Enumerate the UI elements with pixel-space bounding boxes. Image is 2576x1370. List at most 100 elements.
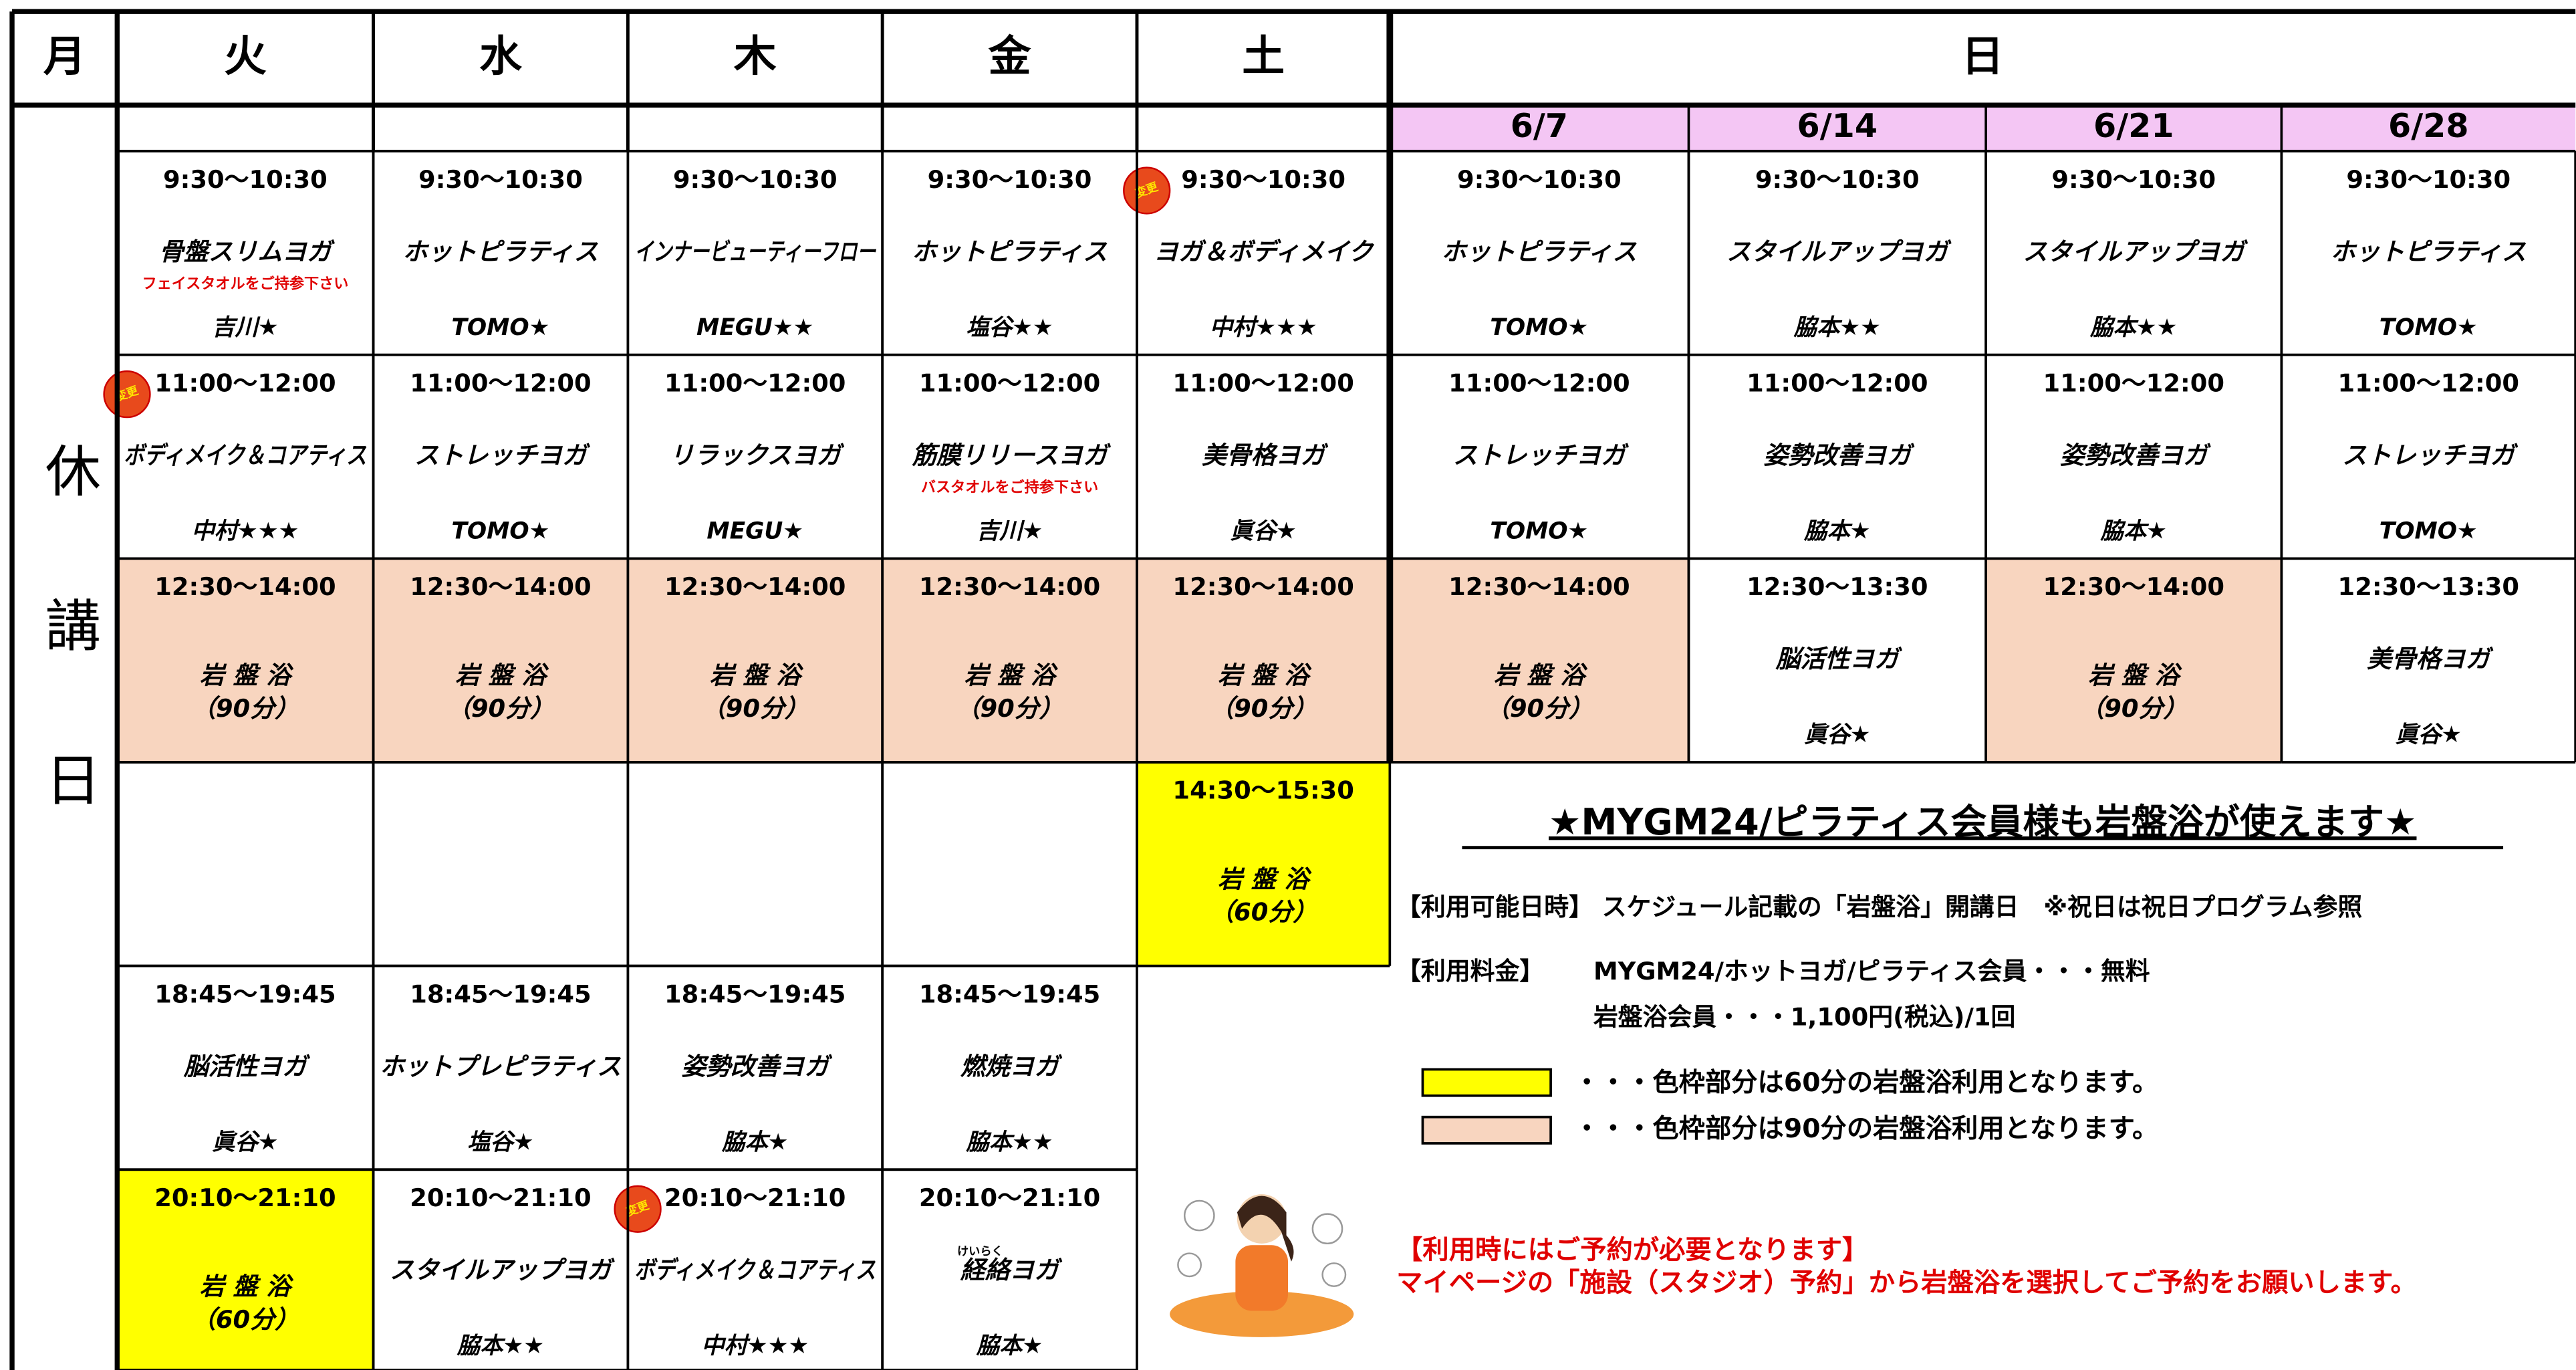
class-name: 姿勢改善ヨガ (681, 1052, 832, 1080)
class-time: 9:30〜10:30 (1755, 165, 1920, 194)
instructor: 吉川★ (212, 314, 279, 341)
class-name: スタイルアップヨガ (390, 1256, 615, 1284)
duration: （90分） (956, 694, 1064, 723)
instructor: TOMO★ (1490, 518, 1588, 545)
instructor: 中村★★★ (1210, 314, 1317, 341)
instructor: 脇本★★ (2089, 314, 2177, 341)
instructor: 眞谷★ (1230, 518, 1297, 545)
day-header: 火 (224, 32, 267, 82)
cell-highlight (882, 558, 1137, 762)
change-badge (1123, 166, 1171, 215)
duration: （90分） (1485, 694, 1593, 723)
class-time: 9:30〜10:30 (2051, 165, 2216, 194)
instructor: TOMO★ (2379, 518, 2478, 545)
class-time: 20:10〜21:10 (154, 1183, 336, 1212)
instructor: 脇本★★ (965, 1129, 1053, 1155)
class-name: ストレッチヨガ (414, 441, 590, 470)
class-time: 11:00〜12:00 (410, 368, 591, 397)
instructor: 塩谷★ (467, 1129, 534, 1155)
cell-highlight (1390, 558, 1689, 762)
class-time: 11:00〜12:00 (664, 368, 846, 397)
instructor: 吉川★ (977, 518, 1043, 545)
class-time: 12:30〜13:30 (2338, 572, 2519, 601)
class-time: 20:10〜21:10 (410, 1183, 591, 1212)
class-time: 11:00〜12:00 (919, 368, 1100, 397)
class-note: バスタオルをご持参下さい (921, 479, 1098, 496)
instructor: TOMO★ (2379, 314, 2478, 341)
class-name: ボディメイク＆コアティス (634, 1256, 876, 1284)
class-name: 美骨格ヨガ (1202, 441, 1328, 470)
class-time: 18:45〜19:45 (154, 980, 336, 1008)
class-time: 11:00〜12:00 (2043, 368, 2224, 397)
yoga-illustration (1170, 1194, 1354, 1337)
class-time: 12:30〜14:00 (919, 572, 1100, 601)
class-name: ホットピラティス (2331, 237, 2527, 266)
cell-highlight (1136, 762, 1390, 966)
class-time: 18:45〜19:45 (919, 980, 1100, 1008)
class-time: 12:30〜13:30 (1747, 572, 1928, 601)
instructor: 眞谷★ (1804, 721, 1871, 748)
instructor: 脇本★ (976, 1333, 1043, 1359)
instructor: TOMO★ (451, 314, 549, 341)
duration: （90分） (701, 694, 809, 723)
sunday-date: 6/28 (2388, 106, 2469, 145)
legend-text: ・・・色枠部分は90分の岩盤浴利用となります。 (1573, 1114, 2158, 1144)
class-time: 9:30〜10:30 (673, 165, 838, 194)
day-header: 日 (1961, 32, 2004, 82)
class-time: 9:30〜10:30 (163, 165, 328, 194)
class-name: ホットピラティス (403, 237, 599, 266)
duration: （90分） (2079, 694, 2188, 723)
change-badge (614, 1185, 662, 1233)
duration: （90分） (1209, 694, 1317, 723)
class-name: 経絡ヨガ (960, 1256, 1063, 1284)
legend-text: ・・・色枠部分は60分の岩盤浴利用となります。 (1573, 1068, 2158, 1098)
instructor: 中村★★★ (191, 518, 299, 545)
class-time: 12:30〜14:00 (410, 572, 591, 601)
class-time: 11:00〜12:00 (1448, 368, 1630, 397)
date-cell (1390, 105, 1689, 152)
availability: 【利用可能日時】 スケジュール記載の「岩盤浴」開講日 ※祝日は祝日プログラム参照 (1396, 893, 2362, 921)
class-time: 9:30〜10:30 (928, 165, 1092, 194)
day-header: 土 (1242, 32, 1285, 82)
cell-highlight (373, 558, 628, 762)
sunday-date: 6/21 (2093, 106, 2174, 145)
duration: （90分） (446, 694, 555, 723)
duration: （60分） (1209, 897, 1317, 926)
notice-title: ★MYGM24/ピラティス会員様も岩盤浴が使えます★ (1549, 801, 2416, 843)
duration: （60分） (191, 1305, 299, 1334)
class-time: 12:30〜14:00 (154, 572, 336, 601)
legend-swatch (1421, 1115, 1552, 1145)
sunday-date: 6/14 (1797, 106, 1878, 145)
class-time: 14:30〜15:30 (1172, 776, 1354, 805)
class-time: 9:30〜10:30 (418, 165, 583, 194)
instructor: MEGU★★ (696, 314, 813, 341)
class-name: ホットピラティス (1442, 237, 1638, 266)
class-name: 岩 盤 浴 (2088, 661, 2182, 690)
class-name: 姿勢改善ヨガ (2060, 441, 2211, 470)
reservation-line: 【利用時にはご予約が必要となります】 (1396, 1236, 1868, 1266)
class-time: 18:45〜19:45 (410, 980, 591, 1008)
class-time: 12:30〜14:00 (1172, 572, 1354, 601)
class-time: 9:30〜10:30 (1181, 165, 1345, 194)
class-name: 岩 盤 浴 (200, 1272, 294, 1301)
class-name: 岩 盤 浴 (1218, 865, 1312, 893)
class-time: 20:10〜21:10 (664, 1183, 846, 1212)
class-name: 美骨格ヨガ (2367, 645, 2493, 673)
instructor: TOMO★ (451, 518, 549, 545)
class-name: 岩 盤 浴 (1218, 661, 1312, 690)
class-time: 18:45〜19:45 (664, 980, 846, 1008)
instructor: TOMO★ (1490, 314, 1588, 341)
class-name: ヨガ＆ボディメイク (1154, 237, 1374, 266)
class-name: 岩 盤 浴 (200, 661, 294, 690)
class-name: ホットピラティス (912, 237, 1108, 266)
class-name: ストレッチヨガ (1453, 441, 1629, 470)
closed-label: 休講日 (36, 442, 102, 905)
fee-line: MYGM24/ホットヨガ/ピラティス会員・・・無料 (1593, 957, 2150, 986)
class-name: ホットプレピラティス (380, 1052, 621, 1080)
cell-highlight (628, 558, 883, 762)
instructor: 中村★★★ (701, 1333, 809, 1359)
instructor: 眞谷★ (2395, 721, 2462, 748)
class-name: 岩 盤 浴 (710, 661, 804, 690)
legend-swatch (1421, 1068, 1552, 1097)
